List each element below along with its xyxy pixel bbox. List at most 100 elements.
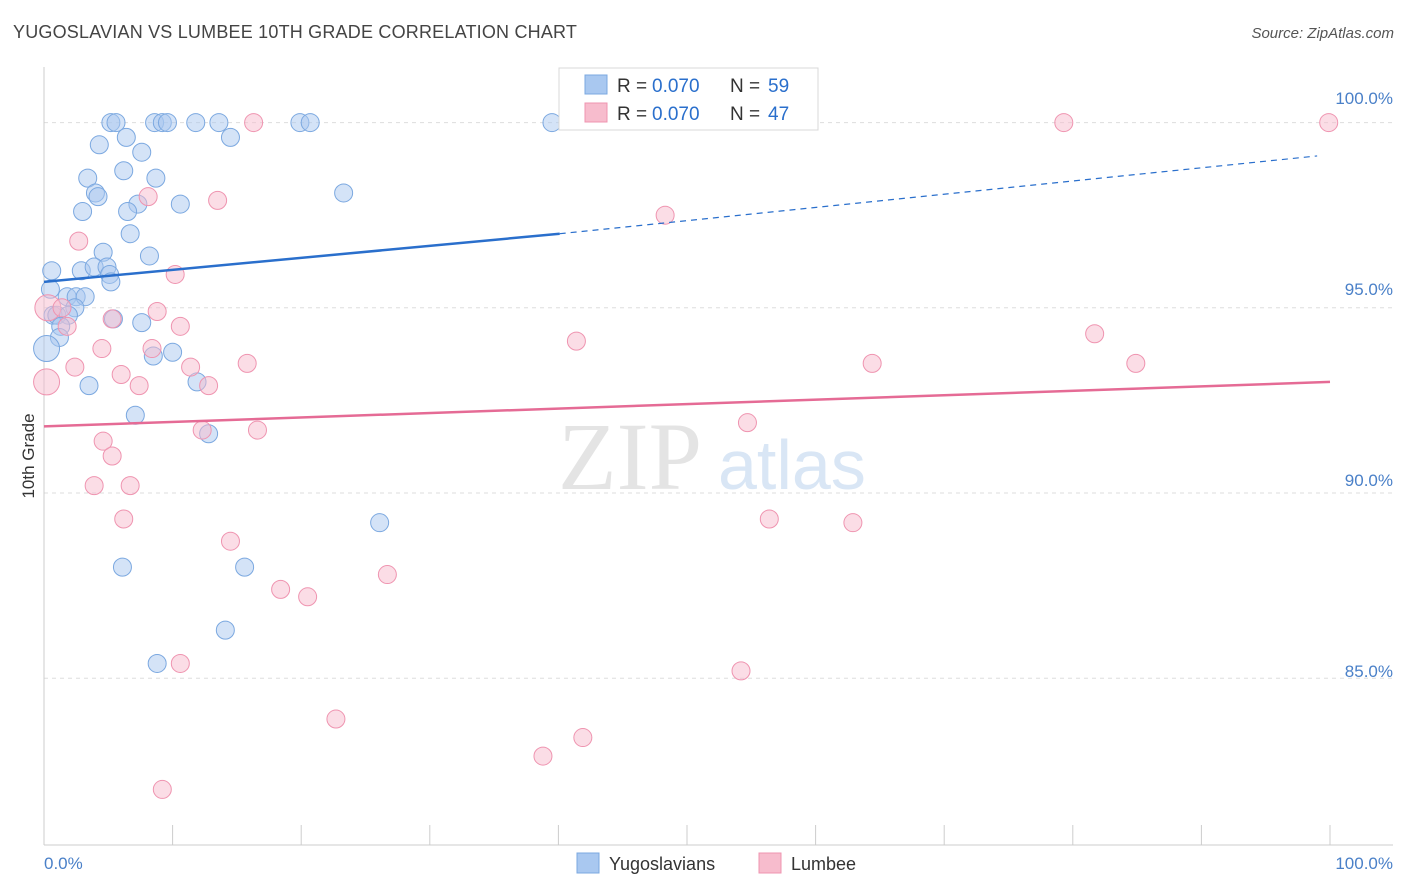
point-lumbee-37 <box>220 531 240 551</box>
watermark-zip: ZIP <box>558 403 702 510</box>
point-lumbee-4 <box>208 190 228 210</box>
point-yugoslavians-12 <box>132 142 152 162</box>
point-yugoslavians-55 <box>215 620 235 640</box>
series-legend: Yugoslavians Lumbee <box>576 852 856 874</box>
point-lumbee-17 <box>142 339 162 359</box>
point-lumbee-6 <box>69 231 89 251</box>
source-label: Source: ZipAtlas.com <box>1251 25 1394 42</box>
point-lumbee-16 <box>92 339 112 359</box>
stats-n-value-yugoslavians: 59 <box>768 76 789 97</box>
point-lumbee-27 <box>737 413 757 433</box>
point-lumbee-29 <box>247 420 267 440</box>
point-yugoslavians-10 <box>89 135 109 155</box>
point-yugoslavians-27 <box>42 261 62 281</box>
point-yugoslavians-16 <box>146 168 166 188</box>
point-lumbee-23 <box>111 364 131 384</box>
point-yugoslavians-42 <box>132 313 152 333</box>
point-yugoslavians-1 <box>106 113 126 133</box>
point-lumbee-41 <box>170 653 190 673</box>
point-lumbee-40 <box>298 587 318 607</box>
point-yugoslavians-13 <box>220 127 240 147</box>
series-legend-label-lumbee: Lumbee <box>791 854 856 874</box>
point-lumbee-20 <box>237 353 257 373</box>
y-axis-label: 10th Grade <box>19 413 38 498</box>
point-yugoslavians-17 <box>334 183 354 203</box>
stats-legend: R = 0.070 N = 59 R = 0.070 N = 47 <box>558 67 819 131</box>
y-tick-label-85: 85.0% <box>1345 662 1393 681</box>
point-lumbee-13 <box>170 316 190 336</box>
point-yugoslavians-6 <box>209 113 229 133</box>
point-yugoslavians-22 <box>73 201 93 221</box>
point-lumbee-42 <box>731 661 751 681</box>
point-yugoslavians-32 <box>101 272 121 292</box>
point-lumbee-36 <box>843 513 863 533</box>
x-tick-label-min: 0.0% <box>44 854 83 873</box>
watermark-atlas: atlas <box>718 426 866 504</box>
point-lumbee-34 <box>114 509 134 529</box>
point-lumbee-12 <box>57 316 77 336</box>
stats-legend-swatch-yugoslavians <box>584 74 608 95</box>
point-lumbee-43 <box>326 709 346 729</box>
point-yugoslavians-9 <box>542 113 562 133</box>
point-yugoslavians-53 <box>112 557 132 577</box>
y-tick-label-90: 90.0% <box>1345 471 1393 490</box>
point-lumbee-24 <box>33 368 61 396</box>
point-yugoslavians-56 <box>147 653 167 673</box>
stats-n-label-lumbee: N = <box>730 104 765 125</box>
stats-r-label-lumbee: R = <box>617 104 652 125</box>
point-yugoslavians-15 <box>114 161 134 181</box>
stats-r-value-lumbee: 0.070 <box>652 104 700 125</box>
x-tick-label-max: 100.0% <box>1335 854 1393 873</box>
point-yugoslavians-11 <box>116 127 136 147</box>
point-yugoslavians-4 <box>157 113 177 133</box>
point-lumbee-38 <box>377 565 397 585</box>
series-legend-label-yugoslavians: Yugoslavians <box>609 854 715 874</box>
y-tick-label-100: 100.0% <box>1335 89 1393 108</box>
trend-line-yugoslavians <box>43 232 560 284</box>
point-yugoslavians-52 <box>370 513 390 533</box>
point-lumbee-21 <box>862 353 882 373</box>
stats-legend-swatch-lumbee <box>584 102 608 123</box>
point-yugoslavians-45 <box>33 335 61 363</box>
axes <box>43 67 1393 846</box>
point-lumbee-32 <box>84 476 104 496</box>
gridlines <box>44 122 1393 679</box>
stats-r-value-yugoslavians: 0.070 <box>652 76 700 97</box>
point-lumbee-33 <box>120 476 140 496</box>
point-yugoslavians-49 <box>79 376 99 396</box>
trend-line-lumbee <box>43 380 1331 428</box>
stats-r-label-yugoslavians: R = <box>617 76 652 97</box>
stats-n-label-yugoslavians: N = <box>730 76 765 97</box>
point-lumbee-14 <box>566 331 586 351</box>
y-tick-label-95: 95.0% <box>1345 280 1393 299</box>
point-yugoslavians-54 <box>235 557 255 577</box>
point-lumbee-28 <box>192 420 212 440</box>
point-lumbee-30 <box>93 431 113 451</box>
point-lumbee-5 <box>655 205 675 225</box>
point-lumbee-25 <box>129 376 149 396</box>
point-lumbee-2 <box>1319 113 1339 133</box>
point-lumbee-46 <box>152 779 172 799</box>
point-lumbee-45 <box>533 746 553 766</box>
point-yugoslavians-14 <box>78 168 98 188</box>
point-lumbee-22 <box>1126 353 1146 373</box>
point-lumbee-11 <box>102 309 122 329</box>
point-lumbee-15 <box>1085 324 1105 344</box>
point-lumbee-31 <box>102 446 122 466</box>
point-lumbee-44 <box>573 728 593 748</box>
point-lumbee-35 <box>759 509 779 529</box>
point-yugoslavians-50 <box>125 405 145 425</box>
point-lumbee-19 <box>181 357 201 377</box>
point-yugoslavians-47 <box>163 342 183 362</box>
chart-title: YUGOSLAVIAN VS LUMBEE 10TH GRADE CORRELA… <box>13 22 578 42</box>
point-lumbee-10 <box>147 302 167 322</box>
data-points <box>33 113 1339 799</box>
trend-lines <box>43 155 1331 428</box>
point-yugoslavians-24 <box>120 224 140 244</box>
point-yugoslavians-26 <box>139 246 159 266</box>
point-lumbee-39 <box>271 579 291 599</box>
point-yugoslavians-8 <box>300 113 320 133</box>
series-legend-swatch-lumbee <box>758 852 782 874</box>
point-lumbee-18 <box>65 357 85 377</box>
